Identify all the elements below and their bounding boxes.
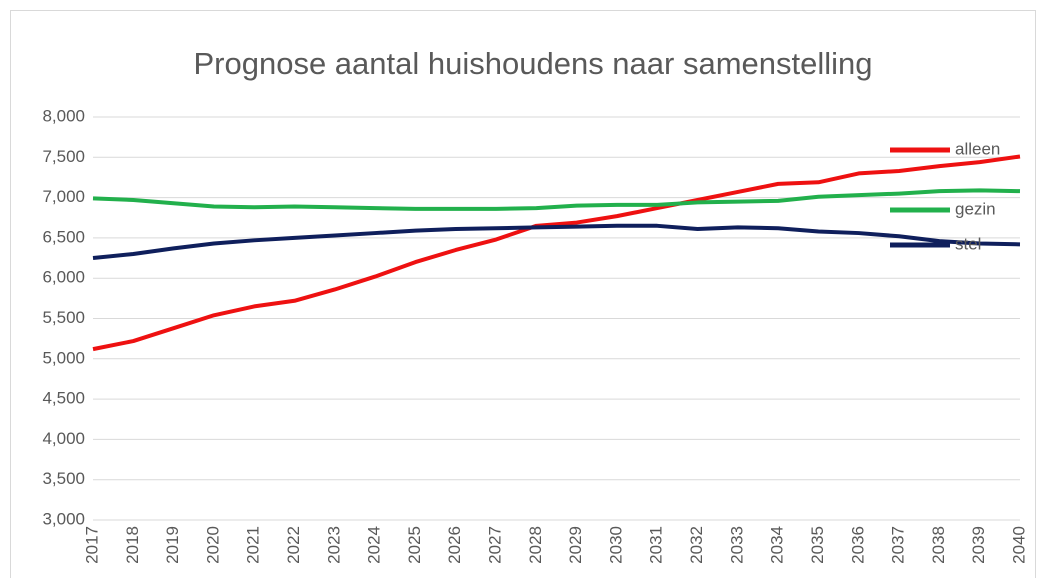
series-line — [92, 188, 1021, 211]
y-tick-label: 7,500 — [42, 147, 85, 166]
x-tick-label: 2017 — [82, 526, 101, 564]
x-tick-label: 2039 — [969, 526, 988, 564]
y-tick-label: 6,500 — [42, 227, 85, 246]
x-tick-label: 2024 — [365, 526, 384, 564]
x-tick-label: 2022 — [284, 526, 303, 564]
legend-label: gezin — [955, 199, 996, 218]
x-tick-label: 2028 — [526, 526, 545, 564]
x-tick-label: 2029 — [566, 526, 585, 564]
x-tick-label: 2037 — [889, 526, 908, 564]
y-tick-label: 7,000 — [42, 187, 85, 206]
y-tick-label: 3,500 — [42, 469, 85, 488]
x-tick-label: 2035 — [808, 526, 827, 564]
y-tick-label: 3,000 — [42, 509, 85, 528]
x-tick-label: 2036 — [848, 526, 867, 564]
series-line — [92, 154, 1021, 352]
legend-label: alleen — [955, 139, 1000, 158]
x-tick-label: 2018 — [123, 526, 142, 564]
x-tick-label: 2033 — [727, 526, 746, 564]
series-line — [92, 223, 1021, 261]
x-tick-label: 2040 — [1009, 526, 1028, 564]
x-tick-label: 2038 — [929, 526, 948, 564]
y-tick-label: 5,500 — [42, 308, 85, 327]
x-tick-label: 2025 — [405, 526, 424, 564]
y-tick-label: 6,000 — [42, 268, 85, 287]
x-tick-label: 2034 — [768, 526, 787, 564]
x-tick-label: 2021 — [244, 526, 263, 564]
y-tick-label: 4,000 — [42, 429, 85, 448]
chart-title: Prognose aantal huishoudens naar samenst… — [193, 46, 872, 81]
x-tick-label: 2026 — [445, 526, 464, 564]
y-tick-label: 4,500 — [42, 389, 85, 408]
x-tick-label: 2030 — [606, 526, 625, 564]
x-tick-label: 2023 — [324, 526, 343, 564]
x-tick-label: 2027 — [486, 526, 505, 564]
x-tick-label: 2032 — [687, 526, 706, 564]
x-tick-label: 2031 — [647, 526, 666, 564]
y-tick-label: 5,000 — [42, 348, 85, 367]
y-tick-label: 8,000 — [42, 106, 85, 125]
x-tick-label: 2019 — [163, 526, 182, 564]
chart-border — [10, 10, 1036, 578]
legend-label: stel — [955, 234, 981, 253]
x-tick-label: 2020 — [203, 526, 222, 564]
